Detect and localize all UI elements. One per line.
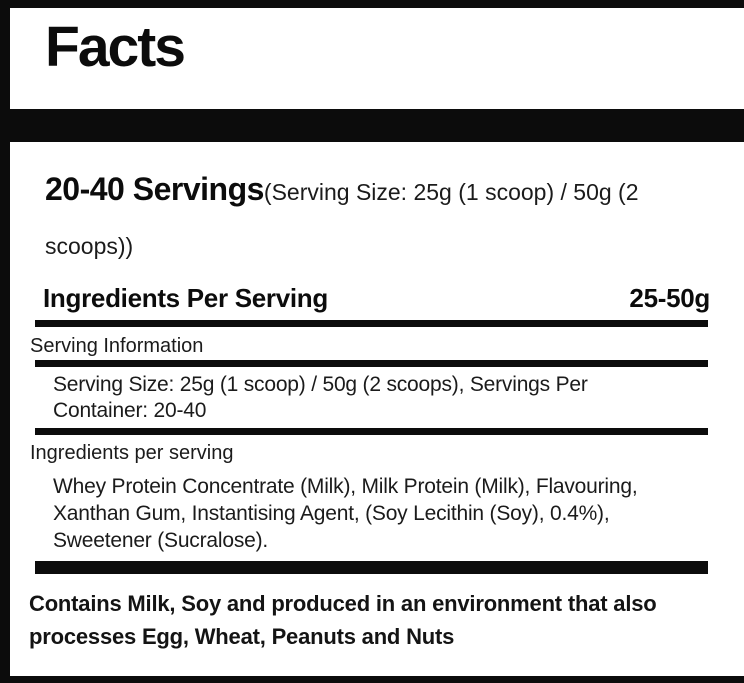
divider-rule (35, 428, 708, 435)
serving-information-label: Serving Information (30, 335, 204, 357)
ingredients-body: Whey Protein Concentrate (Milk), Milk Pr… (53, 475, 638, 552)
label-content: 20-40 Servings(Serving Size: 25g (1 scoo… (0, 142, 744, 653)
ingredients-per-serving-row: Ingredients Per Serving 25-50g (43, 283, 710, 313)
header-divider-bar (0, 109, 744, 142)
top-border-bar (0, 0, 744, 8)
ingredients-label: Ingredients per serving (30, 442, 234, 464)
servings-line: 20-40 Servings(Serving Size: 25g (1 scoo… (45, 164, 700, 275)
bottom-border-bar (0, 676, 744, 683)
servings-detail: (Serving Size: 25g (1 scoop) / 50g (2 sc… (45, 179, 639, 259)
allergen-note: Contains Milk, Soy and produced in an en… (29, 591, 657, 649)
divider-rule (35, 360, 708, 367)
serving-information-body: Serving Size: 25g (1 scoop) / 50g (2 sco… (53, 373, 588, 422)
facts-title: Facts (45, 15, 186, 79)
servings-count: 20-40 Servings (45, 171, 264, 207)
thick-divider-rule (35, 561, 708, 574)
ingredients-per-serving-amount: 25-50g (629, 283, 710, 313)
ingredients-per-serving-label: Ingredients Per Serving (43, 283, 328, 313)
divider-rule (35, 320, 708, 327)
left-border-bar (0, 0, 10, 683)
